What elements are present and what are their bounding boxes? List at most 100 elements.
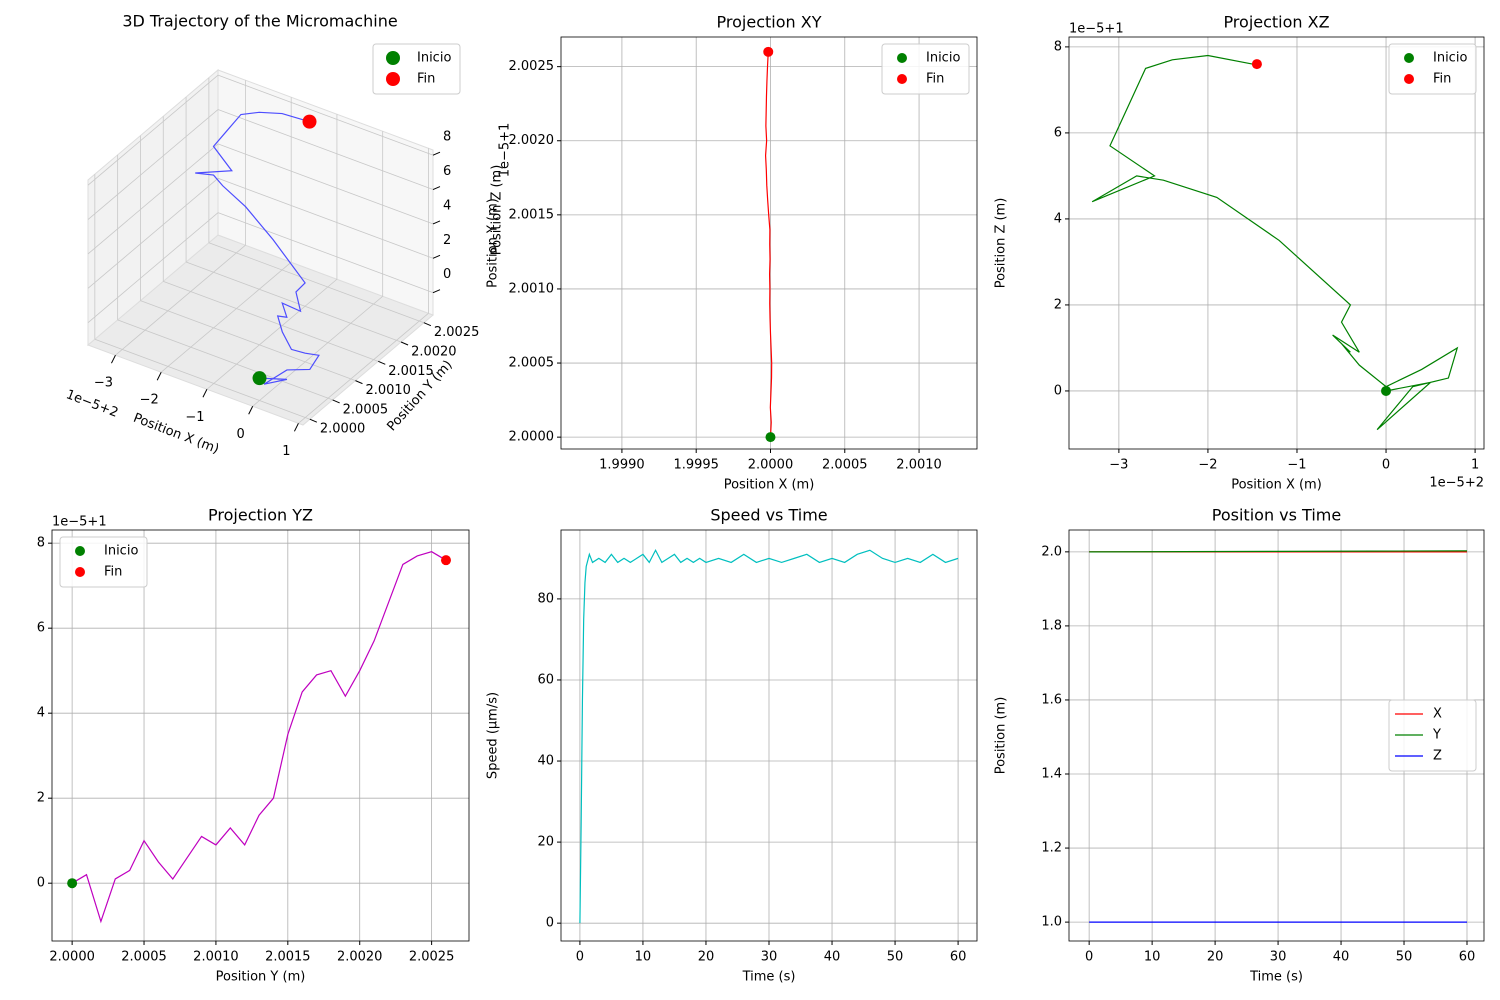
x-tick-label: 2.0025 <box>409 950 455 965</box>
legend-marker <box>386 51 400 65</box>
legend-marker <box>897 53 907 63</box>
x-tick-label: 1.9990 <box>599 458 645 473</box>
grid-line <box>140 300 356 381</box>
y-tick-label: 80 <box>537 591 554 606</box>
pane <box>217 69 434 316</box>
chart-title: 3D Trajectory of the Micromachine <box>122 12 397 31</box>
y-tick-label: 2.0025 <box>434 325 480 340</box>
y-tick-label: 2.0000 <box>320 422 366 437</box>
tick-mark <box>432 220 441 225</box>
x-axis-label: Position X (m) <box>131 411 221 457</box>
y-tick-label: 1.6 <box>1041 692 1062 707</box>
x-tick-label: 60 <box>1459 950 1476 965</box>
legend-label: Inicio <box>1433 51 1467 66</box>
x-tick-label: 0 <box>1085 950 1093 965</box>
x-tick-label: −3 <box>94 376 113 391</box>
y-tick-label: 4 <box>1054 211 1062 226</box>
legend-label: Fin <box>104 565 122 580</box>
z-tick-label: 0 <box>443 267 451 282</box>
data-point <box>1251 59 1262 70</box>
z-axis-label: Position Z (m) <box>490 165 505 256</box>
y-tick-label: 40 <box>537 754 554 769</box>
tick-mark <box>332 399 340 404</box>
grid-line <box>185 261 402 343</box>
tick-mark <box>110 354 116 364</box>
tick-mark <box>432 186 441 190</box>
x-tick-label: 2.0000 <box>49 950 95 965</box>
y-tick-label: 6 <box>37 621 45 636</box>
legend-marker <box>1404 53 1414 63</box>
tick-mark <box>432 151 441 156</box>
y-tick-label: 1.4 <box>1041 767 1062 782</box>
grid-line <box>87 212 219 323</box>
x-tick-label: 0 <box>1382 458 1390 473</box>
data-point <box>763 46 774 57</box>
x-tick-label: 2.0005 <box>121 950 167 965</box>
grid-line <box>117 319 333 401</box>
legend-label: Z <box>1433 749 1442 764</box>
plot-frame <box>1068 36 1485 450</box>
legend-label: Inicio <box>926 51 960 66</box>
chart-title: Projection XZ <box>1223 13 1329 32</box>
y-tick-label: 6 <box>1054 125 1062 140</box>
x-tick-label: 0 <box>576 950 584 965</box>
y-offset-label: 1e−5+1 <box>1069 22 1124 37</box>
x-tick-label: 1 <box>282 444 290 459</box>
grid-line <box>160 261 292 373</box>
grid-line <box>87 74 219 186</box>
grid-line <box>87 109 219 220</box>
legend-marker <box>897 74 907 84</box>
x-tick-label: −2 <box>140 393 159 408</box>
grid-line <box>252 295 383 407</box>
y-tick-label: 0 <box>546 916 554 931</box>
legend-box <box>1388 699 1477 772</box>
grid-line <box>217 177 434 259</box>
legend-label: Y <box>1432 728 1441 743</box>
y-tick-label: 2.0020 <box>509 133 555 148</box>
grid-line <box>87 143 219 255</box>
x-tick-label: 10 <box>1144 950 1161 965</box>
tick-mark <box>432 289 441 294</box>
x-tick-label: 10 <box>635 950 652 965</box>
chart-title: Speed vs Time <box>710 506 827 525</box>
y-tick-label: 20 <box>537 835 554 850</box>
data-point <box>1381 385 1392 396</box>
x-tick-label: 50 <box>887 950 904 965</box>
y-axis-label: Position Y (m) <box>486 198 501 288</box>
legend-marker <box>386 72 400 86</box>
grid-line <box>115 244 246 356</box>
x-tick-label: 1 <box>1471 458 1479 473</box>
plot-frame <box>1068 529 1485 942</box>
legend-label: Inicio <box>417 51 451 66</box>
y-tick-label: 2.0015 <box>388 364 434 379</box>
y-tick-label: 1.0 <box>1041 915 1062 930</box>
x-tick-label: 30 <box>1270 950 1287 965</box>
grid-line <box>217 74 434 156</box>
data-point <box>252 371 267 386</box>
x-axis-label: Position Y (m) <box>216 970 306 985</box>
tick-mark <box>309 418 318 423</box>
x-tick-label: −1 <box>185 410 204 425</box>
x-tick-label: −3 <box>1109 458 1128 473</box>
legend-label: Fin <box>926 72 944 87</box>
z-offset-label: 1e−5+1 <box>498 123 513 178</box>
y-tick-label: 2.0020 <box>411 345 457 360</box>
data-point <box>440 555 451 566</box>
z-tick-label: 6 <box>443 164 451 179</box>
data-line <box>1091 54 1459 431</box>
tick-mark <box>293 423 299 432</box>
x-tick-label: 2.0000 <box>748 458 794 473</box>
x-tick-label: 20 <box>698 950 715 965</box>
y-tick-label: 2.0005 <box>509 356 555 371</box>
y-tick-label: 8 <box>1054 39 1062 54</box>
x-tick-label: 40 <box>824 950 841 965</box>
plot-frame <box>51 529 470 942</box>
grid-line <box>217 212 434 294</box>
x-tick-label: 2.0015 <box>265 950 311 965</box>
data-line <box>579 548 959 924</box>
x-axis-label: Time (s) <box>1249 970 1303 985</box>
y-tick-label: 1.2 <box>1041 841 1062 856</box>
y-offset-label: 1e−5+1 <box>52 515 107 530</box>
tick-mark <box>248 406 254 415</box>
